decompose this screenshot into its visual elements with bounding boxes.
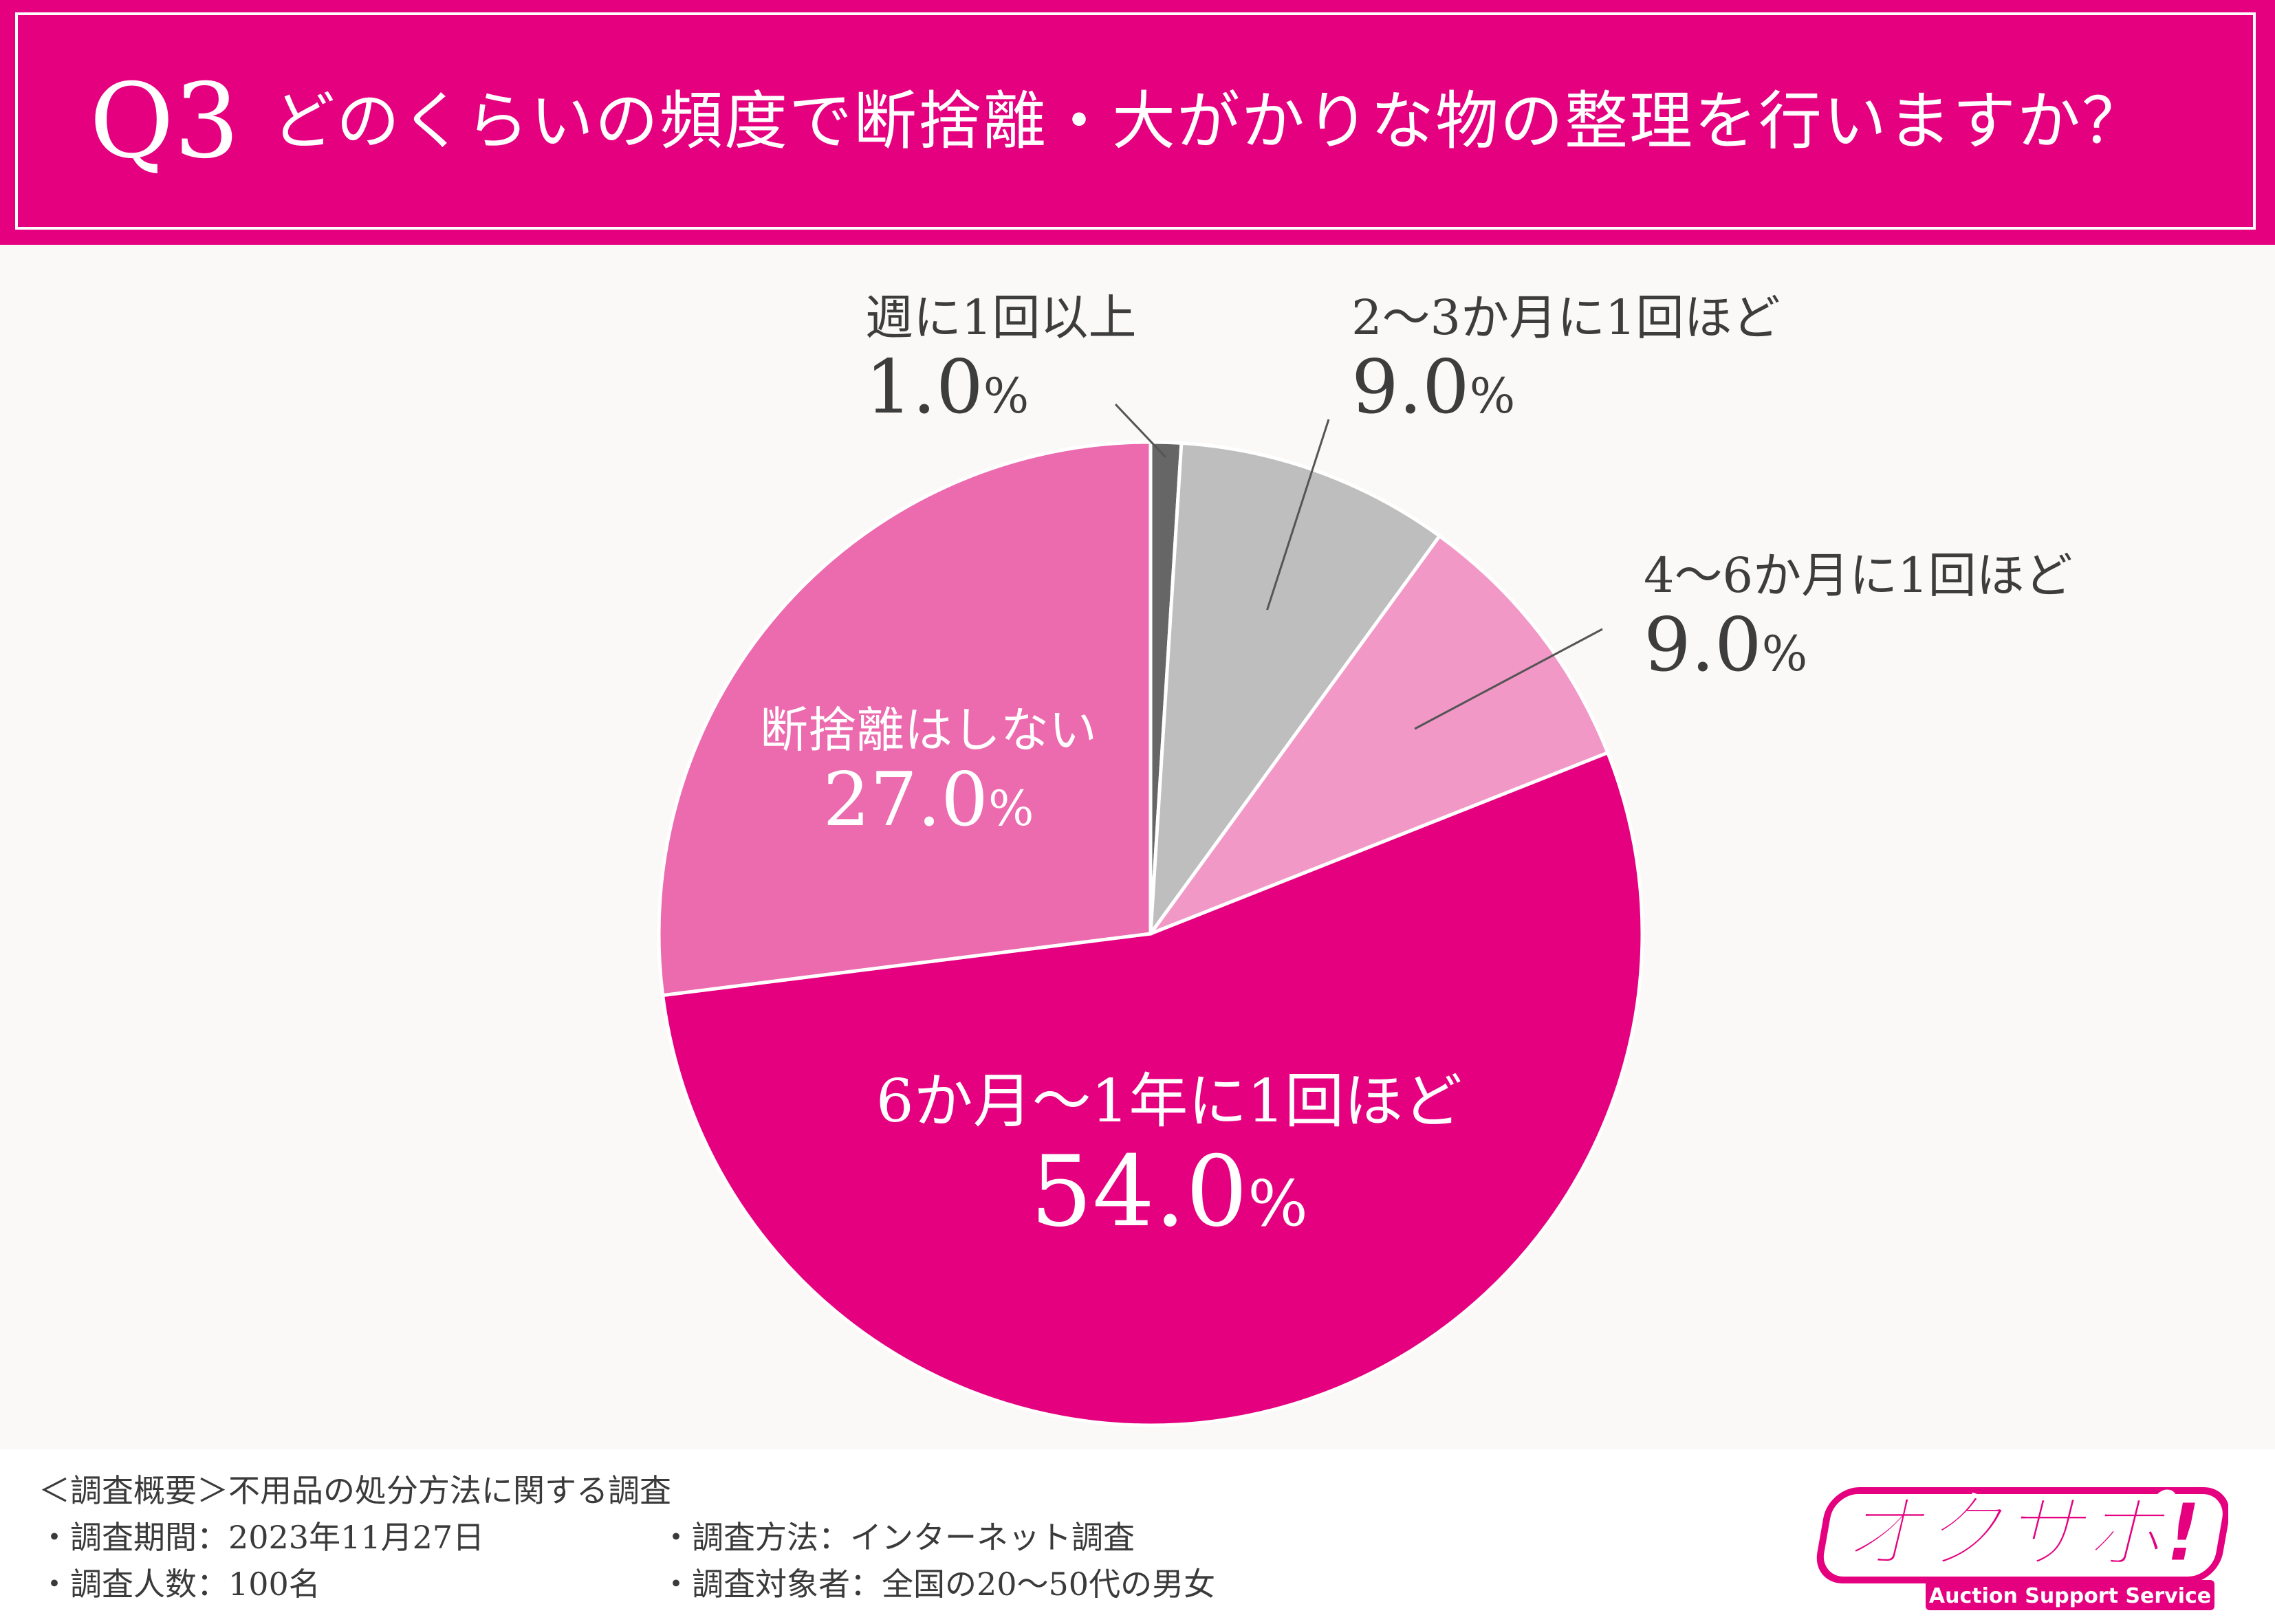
label-no-decluttering-value: 27.0% [823, 757, 1034, 843]
label-2-3-months-name: 2〜3か月に1回ほど [1351, 289, 1781, 346]
svg-text:Auction Support Service: Auction Support Service [1929, 1584, 2211, 1608]
label-4-6-months: 4〜6か月に1回ほど 9.0% [1644, 547, 2073, 695]
survey-period: ・調査期間：2023年11月27日 [39, 1519, 485, 1556]
okusapo-logo: オクサポ! Auction Support Service [1816, 1484, 2228, 1610]
pie-chart [657, 403, 1644, 1427]
label-weekly: 週に1回以上 1.0% [865, 289, 1137, 437]
label-4-6-months-value: 9.0% [1644, 602, 1808, 688]
slice-no-decluttering [657, 440, 1153, 998]
survey-target: ・調査対象者：全国の20〜50代の男女 [660, 1566, 1216, 1603]
question-number: Q3 [89, 62, 240, 182]
slice-2-3-months [1148, 441, 1442, 940]
leader-weekly [1114, 403, 1166, 458]
question-title: どのくらいの頻度で断捨離・大がかりな物の整理を行いますか？ [272, 85, 2147, 158]
label-6-12-months-value: 54.0% [1030, 1135, 1308, 1249]
leader-2-3-months [1266, 419, 1330, 611]
label-2-3-months: 2〜3か月に1回ほど 9.0% [1351, 289, 1781, 437]
survey-summary: ＜調査概要＞不用品の処分方法に関する調査 [39, 1472, 671, 1509]
leader-4-6-months [1414, 628, 1603, 730]
banner-frame [15, 12, 2256, 230]
label-6-12-months-name: 6か月〜1年に1回ほど [875, 1067, 1463, 1136]
label-weekly-value: 1.0% [865, 344, 1030, 430]
survey-count: ・調査人数：100名 [39, 1566, 320, 1603]
slice-4-6-months [1145, 534, 1611, 938]
svg-text:オクサポ!: オクサポ! [1842, 1485, 2201, 1580]
slice-6-12-months [660, 750, 1644, 1427]
label-6-12-months: 6か月〜1年に1回ほど 54.0% [750, 1066, 1589, 1259]
survey-method: ・調査方法：インターネット調査 [660, 1519, 1135, 1556]
title-banner: Q3 どのくらいの頻度で断捨離・大がかりな物の整理を行いますか？ [0, 0, 2275, 245]
label-no-decluttering-name: 断捨離はしない [760, 702, 1097, 758]
label-no-decluttering: 断捨離はしない 27.0% [715, 701, 1142, 850]
label-4-6-months-name: 4〜6か月に1回ほど [1644, 547, 2073, 604]
label-2-3-months-value: 9.0% [1351, 344, 1516, 430]
label-weekly-name: 週に1回以上 [865, 289, 1137, 346]
